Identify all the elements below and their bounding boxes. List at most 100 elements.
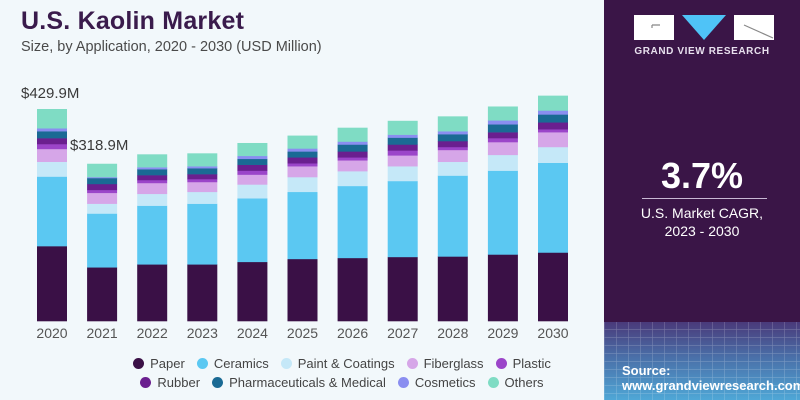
legend-dot-icon [196, 358, 208, 369]
bar-segment-others-2025 [287, 135, 318, 149]
bar-segment-rubber-2029 [487, 132, 518, 139]
bar-segment-rubber-2023 [187, 174, 218, 180]
bar-segment-ceramics-2020 [37, 176, 67, 247]
bar-segment-fiberglass-2025 [287, 166, 318, 178]
bar-segment-ceramics-2030 [538, 162, 568, 253]
x-tick-label: 2022 [137, 325, 168, 341]
bar-2029 [487, 106, 518, 322]
bar-segment-ceramics-2023 [187, 203, 218, 265]
bar-segment-plastic-2025 [287, 163, 318, 167]
bar-segment-rubber-2022 [137, 175, 168, 181]
bar-segment-others-2029 [487, 106, 518, 121]
bar-segment-cosmetics-2030 [538, 110, 568, 115]
bar-segment-pharmaceuticals-medical-2029 [487, 124, 518, 133]
legend-dot-icon [280, 358, 292, 369]
legend-item-paper: Paper [133, 356, 185, 371]
bar-segment-paper-2029 [487, 254, 518, 322]
bar-segment-plastic-2027 [387, 150, 418, 156]
cagr-label: U.S. Market CAGR, 2023 - 2030 [604, 204, 800, 240]
legend-item-others: Others [487, 375, 544, 390]
legend-label: Paper [150, 356, 185, 371]
bar-segment-paint-coatings-2029 [487, 154, 518, 171]
legend-item-cosmetics: Cosmetics [397, 375, 476, 390]
legend-item-plastic: Plastic [495, 356, 551, 371]
bar-segment-paint-coatings-2021 [87, 203, 118, 214]
source-url[interactable]: www.grandviewresearch.com [622, 378, 800, 393]
legend-label: Paint & Coatings [297, 356, 395, 371]
bar-segment-pharmaceuticals-medical-2026 [337, 144, 368, 152]
bar-segment-paint-coatings-2026 [337, 171, 368, 187]
legend-item-rubber: Rubber [140, 375, 200, 390]
bar-segment-rubber-2026 [337, 151, 368, 158]
bar-segment-ceramics-2021 [87, 213, 118, 268]
bar-2022 [137, 154, 168, 322]
bar-segment-others-2021 [87, 163, 118, 178]
bar-segment-plastic-2030 [538, 129, 568, 133]
bar-2025 [287, 135, 318, 322]
bar-segment-paint-coatings-2030 [538, 146, 568, 163]
legend-dot-icon [133, 358, 145, 369]
bar-segment-fiberglass-2028 [437, 149, 468, 163]
chart-subtitle: Size, by Application, 2020 - 2030 (USD M… [21, 39, 322, 55]
legend-label: Rubber [157, 375, 201, 390]
bar-segment-ceramics-2028 [437, 175, 468, 257]
legend-dot-icon [212, 377, 224, 388]
bar-segment-pharmaceuticals-medical-2021 [87, 177, 118, 185]
cagr-label-line1: U.S. Market CAGR, [640, 205, 764, 221]
bar-segment-others-2023 [187, 153, 218, 167]
bar-segment-pharmaceuticals-medical-2023 [187, 168, 218, 175]
bar-segment-ceramics-2026 [337, 185, 368, 259]
bar-segment-cosmetics-2028 [437, 131, 468, 135]
x-tick-label: 2023 [187, 325, 218, 341]
x-tick-label: 2028 [437, 325, 468, 341]
data-label-2020: $429.9M [21, 85, 79, 102]
legend-dot-icon [140, 377, 152, 388]
legend-item-pharmaceuticals-medical: Pharmaceuticals & Medical [212, 375, 386, 390]
bar-segment-ceramics-2025 [287, 191, 318, 260]
bar-segment-plastic-2029 [487, 138, 518, 143]
bar-segment-paper-2025 [287, 258, 318, 322]
bar-2026 [337, 127, 368, 322]
bar-segment-plastic-2021 [87, 189, 118, 194]
bar-segment-pharmaceuticals-medical-2027 [387, 137, 418, 145]
x-tick-label: 2021 [87, 325, 118, 341]
grand-view-research-logo-icon [634, 15, 774, 40]
bar-segment-paint-coatings-2027 [387, 166, 418, 182]
bar-segment-cosmetics-2029 [487, 120, 518, 125]
bar-segment-plastic-2026 [337, 157, 368, 161]
data-label-2021: $318.9M [70, 137, 128, 154]
bar-segment-others-2020 [37, 109, 67, 129]
bar-segment-paint-coatings-2024 [237, 184, 268, 199]
bar-segment-rubber-2020 [37, 138, 67, 145]
bar-segment-paper-2027 [387, 256, 418, 322]
legend-label: Others [504, 375, 544, 390]
bar-2028 [437, 116, 468, 322]
bar-segment-cosmetics-2026 [337, 141, 368, 145]
bar-segment-cosmetics-2025 [287, 148, 318, 152]
legend-row-1: Paper Ceramics Paint & Coatings Fiberglass P… [40, 356, 644, 371]
chart-panel: U.S. Kaolin Market Size, by Application,… [21, 7, 569, 390]
bar-segment-cosmetics-2022 [137, 167, 168, 170]
bar-segment-fiberglass-2024 [237, 174, 268, 185]
bar-segment-plastic-2020 [37, 143, 67, 150]
legend-dot-icon [397, 377, 409, 388]
x-tick-label: 2029 [487, 325, 518, 341]
bar-segment-rubber-2030 [538, 122, 568, 130]
bar-segment-fiberglass-2023 [187, 181, 218, 193]
cagr-value: 3.7% [660, 155, 744, 196]
bar-segment-cosmetics-2021 [87, 177, 118, 179]
bar-segment-paper-2028 [437, 256, 468, 322]
legend-label: Plastic [512, 356, 551, 371]
legend-dot-icon [495, 358, 507, 369]
bar-segment-paper-2030 [538, 252, 568, 322]
bar-segment-fiberglass-2030 [538, 132, 568, 148]
x-tick-label: 2027 [387, 325, 418, 341]
source-label: Source: [622, 363, 671, 378]
bar-segment-paper-2023 [187, 264, 218, 322]
bar-2020 [37, 109, 67, 322]
bar-segment-ceramics-2024 [237, 198, 268, 263]
bar-segment-pharmaceuticals-medical-2024 [237, 158, 268, 165]
brand-name: GRAND VIEW RESEARCH [634, 46, 770, 57]
bar-segment-ceramics-2027 [387, 180, 418, 258]
bar-segment-fiberglass-2020 [37, 148, 67, 163]
